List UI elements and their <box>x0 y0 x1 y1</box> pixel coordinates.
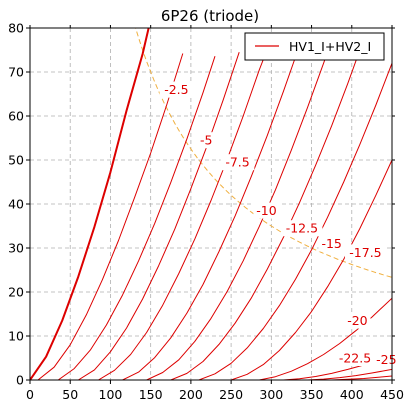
curve-label: -7.5 <box>225 155 249 170</box>
x-tick-label: 300 <box>259 387 283 402</box>
curve-vg-neg12_5 <box>122 56 296 380</box>
curve-label: -25 <box>376 352 396 367</box>
dissipation-curve <box>135 28 392 278</box>
x-tick-label: 100 <box>99 387 123 402</box>
y-tick-label: 80 <box>8 21 24 36</box>
curve-vg-neg5 <box>57 56 216 380</box>
curve-layer <box>30 28 392 380</box>
y-tick-label: 40 <box>8 197 24 212</box>
y-tick-label: 70 <box>8 65 24 80</box>
curve-label: -5 <box>200 133 212 148</box>
curve-label: -15 <box>321 236 341 251</box>
curve-vg-neg17_5 <box>170 38 365 380</box>
dissipation-layer <box>135 28 392 278</box>
curve-label-layer: -2.5 -5 -7.5 -10 -12.5-15 -17.5 -20 -22.5 -25 <box>159 81 400 368</box>
y-tick-label: 20 <box>8 285 24 300</box>
curve-label: -10 <box>256 203 276 218</box>
y-tick-label: 10 <box>8 329 24 344</box>
tick-layer: 0 50 100 150 200 250 300 350 400 450 0 10 20 30 40 50 60… <box>8 21 404 403</box>
x-tick-label: 250 <box>219 387 243 402</box>
x-tick-label: 400 <box>340 387 364 402</box>
curve-label-bg <box>344 244 386 261</box>
curve-label: -2.5 <box>164 82 188 97</box>
curve-vg-neg32_5 <box>331 375 392 380</box>
curve-vg-neg7_5 <box>78 52 240 380</box>
plot-frame <box>29 27 393 381</box>
curve-label-bg <box>334 350 376 366</box>
curve-label-bg <box>281 220 323 237</box>
curve-vg-neg25 <box>259 297 392 380</box>
curve-label: -20 <box>347 313 367 328</box>
curve-vg-neg22_5 <box>230 159 392 380</box>
x-tick-label: 0 <box>26 387 34 402</box>
curve-label: -17.5 <box>349 245 381 260</box>
curve-label: -22.5 <box>339 351 371 366</box>
curve-label-bg <box>318 235 345 252</box>
x-tick-label: 350 <box>300 387 324 402</box>
curve-vg-neg30 <box>307 368 392 380</box>
curve-label-bg <box>373 351 400 368</box>
curve-vg-neg2_5 <box>37 53 184 380</box>
curve-vg-neg10 <box>98 38 272 380</box>
curve-label-bg <box>159 81 194 98</box>
curve-label-bg <box>196 132 216 149</box>
curve-label-bg <box>344 312 371 329</box>
y-tick-label: 50 <box>8 153 24 168</box>
x-tick-label: 50 <box>62 387 78 402</box>
y-tick-label: 30 <box>8 241 24 256</box>
x-tick-label: 200 <box>179 387 203 402</box>
curve-vg-neg15 <box>146 40 333 380</box>
curve-label-bg <box>220 154 255 171</box>
y-tick-label: 60 <box>8 109 24 124</box>
x-tick-label: 450 <box>380 387 404 402</box>
curve-label-bg <box>253 202 280 219</box>
curve-label: -12.5 <box>286 221 318 236</box>
legend-label: HV1_I+HV2_I <box>289 39 371 54</box>
grid-layer <box>30 28 392 380</box>
curve-vg-0 <box>30 28 150 380</box>
curve-vg-neg20 <box>198 63 392 380</box>
chart-title: 6P26 (triode) <box>161 7 259 25</box>
y-tick-label: 0 <box>16 373 24 388</box>
x-tick-label: 150 <box>139 387 163 402</box>
legend: HV1_I+HV2_I <box>244 32 385 61</box>
